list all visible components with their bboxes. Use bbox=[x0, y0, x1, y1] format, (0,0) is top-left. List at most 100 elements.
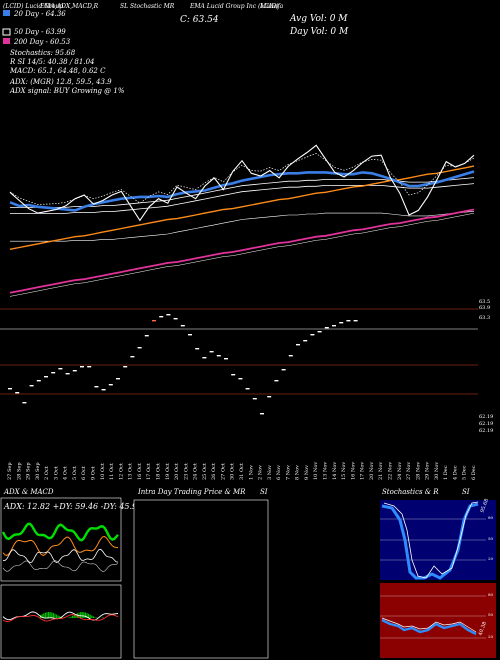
macd-histogram-bar bbox=[46, 612, 48, 618]
adx-line bbox=[2, 548, 119, 564]
macd-histogram-bar bbox=[92, 616, 94, 618]
date-tick-label: 28 Nov bbox=[415, 462, 421, 480]
intraday-dot bbox=[288, 355, 293, 357]
intraday-dot bbox=[173, 318, 178, 320]
intraday-dot bbox=[44, 376, 48, 378]
intraday-dot bbox=[281, 369, 286, 371]
date-tick-label: 17 Nov bbox=[360, 462, 366, 480]
price-series bbox=[9, 144, 475, 222]
macd-signal-line bbox=[2, 614, 119, 622]
rsi-lines bbox=[380, 595, 486, 639]
rsi-panel bbox=[380, 583, 496, 658]
stoch-tick: 80 bbox=[488, 515, 494, 520]
date-tick-label: 6 Oct bbox=[81, 466, 87, 480]
ema200-line bbox=[9, 208, 475, 294]
macd-histogram-bar bbox=[86, 613, 88, 618]
macd-histogram-bar bbox=[48, 612, 50, 618]
intraday-panel-title: Intra Day Trading Price & MR bbox=[137, 488, 246, 496]
intraday-dot bbox=[29, 385, 34, 387]
stoch-value: 95.68 bbox=[480, 498, 491, 514]
rsi-tick: 20 bbox=[488, 634, 494, 639]
date-tick-label: 5 Oct bbox=[72, 466, 78, 480]
macd-histogram-bar bbox=[56, 614, 58, 618]
macd-histogram-bar bbox=[83, 612, 85, 618]
adx-label: ADX: (MGR) 12.8, 59.5, 43.9 bbox=[9, 78, 112, 86]
adx-lines bbox=[1, 522, 119, 572]
sl-stochastic-line: SL Stochastic MR bbox=[120, 3, 175, 10]
date-tick-label: 24 Nov bbox=[397, 462, 403, 480]
macd-histogram-bar bbox=[102, 617, 104, 618]
date-tick-label: 12 Oct bbox=[118, 463, 124, 480]
ema50-label: 50 Day - 63.99 bbox=[14, 28, 66, 36]
intraday-dot bbox=[245, 388, 250, 390]
date-tick-label: 1 Nov bbox=[248, 465, 254, 480]
macd-histogram-bar bbox=[81, 612, 83, 618]
intraday-dot bbox=[87, 366, 92, 368]
date-tick-label: 23 Oct bbox=[183, 463, 189, 480]
price-line bbox=[9, 144, 475, 222]
ema200-label: 200 Day - 60.53 bbox=[13, 38, 71, 46]
stoch-k-line bbox=[381, 502, 479, 580]
intraday-dot bbox=[58, 368, 63, 370]
date-tick-label: 10 Oct bbox=[100, 463, 106, 480]
adx-line-secondary bbox=[2, 560, 119, 572]
date-tick-label: 27 Sep bbox=[7, 462, 13, 480]
date-tick-label: 6 Nov bbox=[276, 465, 282, 480]
stochastics-label: Stochastics: 95.68 bbox=[10, 49, 76, 57]
intraday-dot bbox=[267, 396, 272, 398]
date-tick-label: 8 Nov bbox=[295, 465, 301, 480]
intraday-dot bbox=[317, 331, 322, 333]
intraday-dot bbox=[188, 334, 192, 336]
intraday-dot bbox=[252, 398, 257, 400]
date-tick-label: 2 Nov bbox=[258, 465, 264, 480]
date-tick-label: 24 Oct bbox=[193, 463, 199, 480]
intraday-dot bbox=[274, 380, 279, 382]
date-tick-label: 20 Oct bbox=[174, 463, 180, 480]
intraday-dot bbox=[346, 320, 351, 322]
intraday-dot bbox=[144, 335, 149, 337]
rsi-tick: 80 bbox=[488, 592, 494, 597]
intraday-dot bbox=[195, 348, 200, 350]
close-price: C: 63.54 bbox=[180, 15, 219, 25]
stoch-lines bbox=[380, 501, 486, 580]
ema50-line-lower bbox=[10, 183, 475, 214]
adx-panel-title: ADX & MACD bbox=[3, 488, 54, 496]
intraday-dot bbox=[123, 366, 128, 368]
intraday-dot bbox=[166, 314, 171, 316]
rsi-value: 40.38 bbox=[478, 621, 489, 637]
date-tick-label: 5 Dec bbox=[462, 465, 468, 480]
macd-histogram-bar bbox=[84, 612, 86, 618]
date-tick-label: 15 Nov bbox=[341, 462, 347, 480]
rsi-tick: 50 bbox=[488, 612, 494, 617]
macd-panel bbox=[0, 584, 122, 659]
adx-signal-label: ADX signal: BUY Growing @ 1% bbox=[9, 87, 125, 95]
stochastic-dotted-line bbox=[9, 153, 475, 205]
intraday-dot bbox=[332, 325, 336, 327]
intraday-dot bbox=[15, 392, 20, 394]
intraday-dot bbox=[130, 356, 135, 358]
intraday-dot bbox=[303, 340, 308, 342]
macd-histogram-bar bbox=[51, 612, 53, 618]
macd-histogram-bar bbox=[75, 614, 77, 618]
macd-histogram-bar bbox=[73, 614, 75, 618]
date-tick-label: 29 Nov bbox=[425, 462, 431, 480]
price-axis-label: 63.9 bbox=[479, 305, 490, 311]
macd-histogram-bar bbox=[54, 613, 56, 618]
date-tick-label: 2 Oct bbox=[44, 466, 50, 480]
date-tick-label: 31 Oct bbox=[239, 463, 245, 480]
intraday-dot bbox=[101, 389, 106, 391]
macd-histogram-bar bbox=[44, 612, 46, 618]
intraday-dot bbox=[159, 316, 164, 318]
date-tick-label: 11 Oct bbox=[109, 463, 115, 480]
price-axis-label: 62.19 bbox=[479, 421, 493, 427]
stoch-tick: 20 bbox=[488, 556, 494, 561]
date-tick-label: 18 Oct bbox=[156, 463, 162, 480]
date-tick-label: 22 Nov bbox=[388, 462, 394, 480]
date-tick-label: 1 Dec bbox=[443, 465, 449, 480]
intraday-dot bbox=[260, 413, 264, 415]
macd-histogram-bar bbox=[72, 615, 74, 618]
intraday-dot bbox=[152, 320, 156, 322]
intraday-dot bbox=[224, 358, 228, 360]
ema-lines bbox=[9, 165, 475, 297]
rsi-line bbox=[381, 618, 477, 636]
